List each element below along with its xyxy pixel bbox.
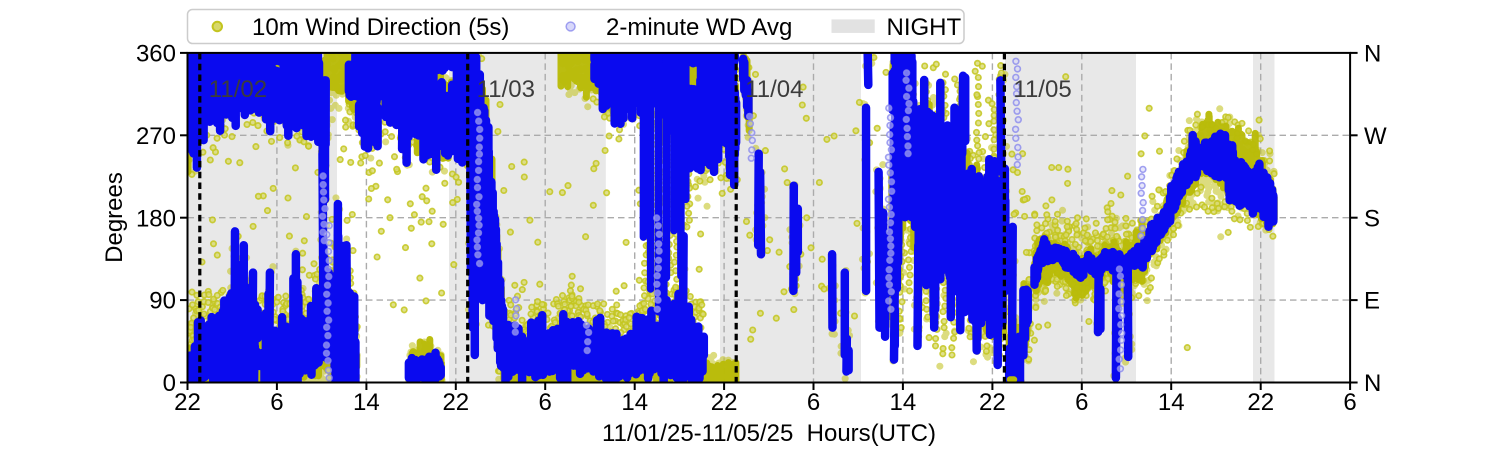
svg-text:14: 14: [890, 389, 917, 416]
svg-text:6: 6: [539, 389, 552, 416]
svg-text:6: 6: [1075, 389, 1088, 416]
svg-text:11/02: 11/02: [209, 76, 267, 103]
svg-text:E: E: [1364, 288, 1380, 315]
svg-text:2-minute WD Avg: 2-minute WD Avg: [606, 14, 792, 41]
svg-text:22: 22: [1247, 389, 1274, 416]
svg-text:270: 270: [136, 123, 176, 150]
svg-text:10m Wind Direction (5s): 10m Wind Direction (5s): [252, 14, 509, 41]
svg-text:90: 90: [149, 288, 176, 315]
svg-text:11/05: 11/05: [1013, 76, 1071, 103]
svg-text:Degrees: Degrees: [101, 172, 128, 263]
svg-text:11/03: 11/03: [477, 76, 535, 103]
svg-text:0: 0: [163, 370, 176, 397]
svg-text:14: 14: [1158, 389, 1185, 416]
svg-text:S: S: [1364, 205, 1380, 232]
svg-text:22: 22: [711, 389, 738, 416]
svg-text:N: N: [1364, 370, 1381, 397]
svg-text:6: 6: [1343, 389, 1356, 416]
svg-text:NIGHT: NIGHT: [887, 14, 962, 41]
svg-text:14: 14: [353, 389, 380, 416]
svg-text:22: 22: [442, 389, 469, 416]
svg-text:6: 6: [807, 389, 820, 416]
svg-text:360: 360: [136, 41, 176, 68]
svg-text:N: N: [1364, 41, 1381, 68]
svg-text:W: W: [1364, 123, 1387, 150]
svg-text:22: 22: [979, 389, 1006, 416]
svg-text:11/04: 11/04: [745, 76, 803, 103]
svg-text:14: 14: [621, 389, 648, 416]
svg-text:11/01/25-11/05/25 Hours(UTC): 11/01/25-11/05/25 Hours(UTC): [602, 420, 936, 447]
svg-text:6: 6: [270, 389, 283, 416]
svg-text:22: 22: [174, 389, 201, 416]
svg-text:180: 180: [136, 205, 176, 232]
